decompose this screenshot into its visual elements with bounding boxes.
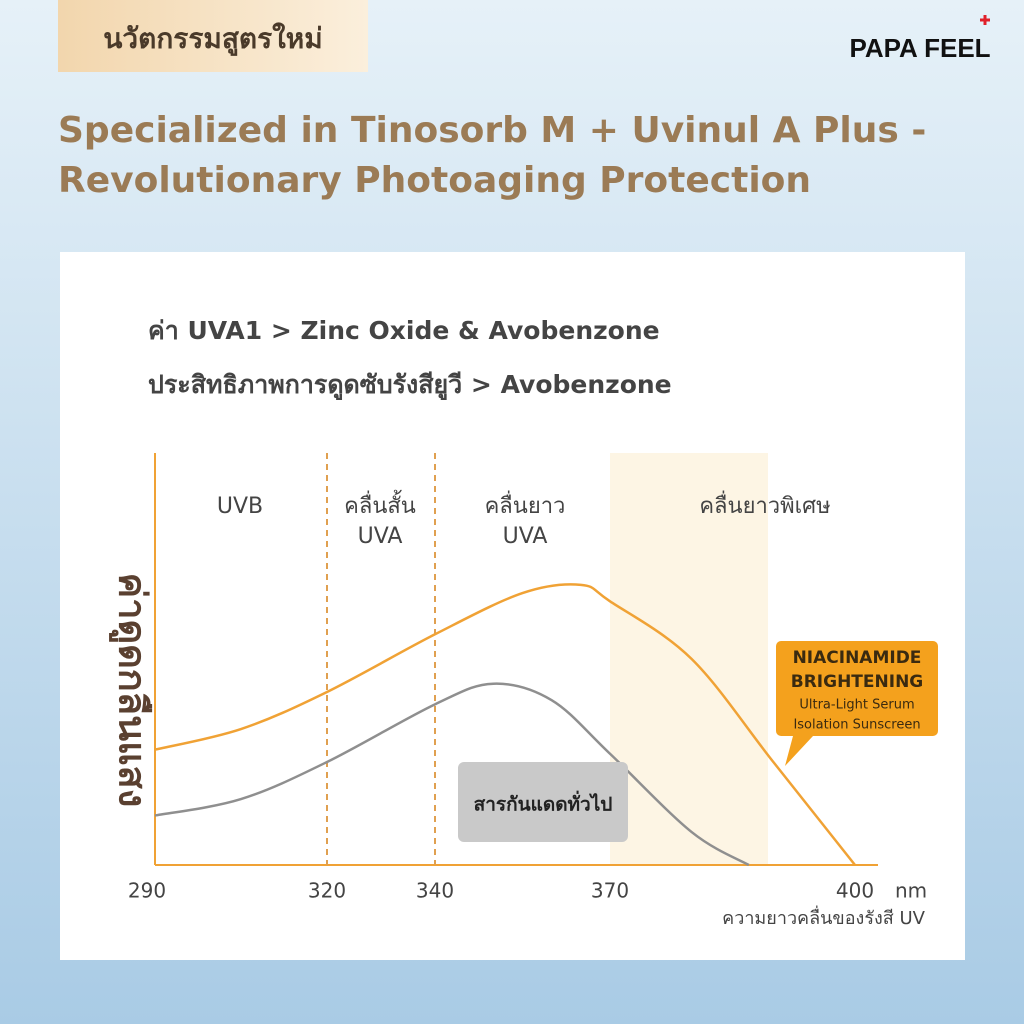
brand-cross — [980, 15, 990, 25]
badge-text: นวัตกรรมสูตรใหม่ — [103, 22, 322, 56]
callout-text: BRIGHTENING — [791, 672, 924, 692]
callout-text: Ultra-Light Serum — [799, 698, 914, 713]
region-label: UVB — [217, 494, 263, 519]
callout-text: Isolation Sunscreen — [793, 718, 920, 733]
region-label: UVA — [358, 524, 403, 549]
series-line — [154, 583, 856, 866]
y-axis-label: ค่าดูดกลืนแสง — [109, 573, 155, 808]
title: Revolutionary Photoaging Protection — [58, 160, 811, 201]
callout-box — [776, 641, 938, 766]
card — [60, 252, 965, 960]
x-tick-label: 370 — [591, 879, 629, 903]
title: Specialized in Tinosorb M + Uvinul A Plu… — [58, 110, 926, 151]
subtitle: ประสิทธิภาพการดูดซับรังสียูวี > Avobenzo… — [148, 370, 672, 401]
callout-text: NIACINAMIDE — [793, 648, 922, 668]
badge — [58, 0, 368, 72]
region-label: UVA — [503, 524, 548, 549]
x-axis-label: ความยาวคลื่นของรังสี UV — [722, 905, 926, 929]
series-line — [154, 682, 750, 867]
x-tick-label: 340 — [416, 879, 454, 903]
highlight-band — [610, 453, 768, 865]
region-label: คลื่นยาวพิเศษ — [699, 490, 830, 519]
x-unit: nm — [895, 879, 927, 903]
x-tick-label: 320 — [308, 879, 346, 903]
callout-text: สารกันแดดทั่วไป — [474, 791, 613, 816]
region-label: คลื่นสั้น — [344, 490, 416, 519]
region-label: คลื่นยาว — [485, 490, 566, 519]
callout-box — [458, 762, 628, 842]
subtitle: ค่า UVA1 > Zinc Oxide & Avobenzone — [148, 316, 660, 345]
x-tick-label: 400 — [836, 879, 874, 903]
brand: PAPA FEEL — [849, 33, 990, 63]
x-tick-label: 290 — [128, 879, 166, 903]
